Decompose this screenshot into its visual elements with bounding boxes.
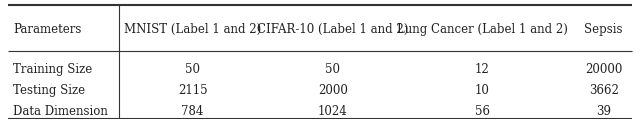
Text: Testing Size: Testing Size [13, 84, 85, 97]
Text: 1024: 1024 [318, 105, 348, 118]
Text: 50: 50 [325, 63, 340, 76]
Text: 56: 56 [475, 105, 490, 118]
Text: Sepsis: Sepsis [584, 23, 623, 36]
Text: 50: 50 [185, 63, 200, 76]
Text: 39: 39 [596, 105, 611, 118]
Text: 20000: 20000 [585, 63, 622, 76]
Text: 2115: 2115 [178, 84, 207, 97]
Text: 12: 12 [475, 63, 490, 76]
Text: Data Dimension: Data Dimension [13, 105, 108, 118]
Text: MNIST (Label 1 and 2): MNIST (Label 1 and 2) [124, 23, 261, 36]
Text: 784: 784 [181, 105, 204, 118]
Text: CIFAR-10 (Label 1 and 2): CIFAR-10 (Label 1 and 2) [257, 23, 408, 36]
Text: Lung Cancer (Label 1 and 2): Lung Cancer (Label 1 and 2) [397, 23, 568, 36]
Text: Training Size: Training Size [13, 63, 92, 76]
Text: 10: 10 [475, 84, 490, 97]
Text: Parameters: Parameters [13, 23, 81, 36]
Text: 3662: 3662 [589, 84, 618, 97]
Text: 2000: 2000 [318, 84, 348, 97]
